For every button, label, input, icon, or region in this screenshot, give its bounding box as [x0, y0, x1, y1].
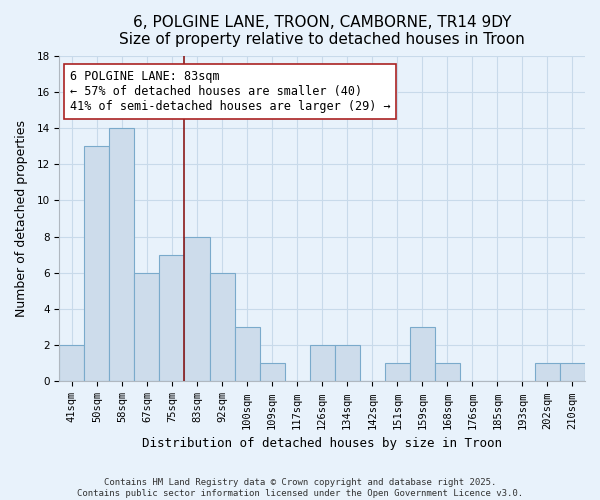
- Text: 6 POLGINE LANE: 83sqm
← 57% of detached houses are smaller (40)
41% of semi-deta: 6 POLGINE LANE: 83sqm ← 57% of detached …: [70, 70, 391, 113]
- Bar: [85, 146, 109, 382]
- Bar: [235, 327, 260, 382]
- Bar: [560, 364, 585, 382]
- Bar: [385, 364, 410, 382]
- Text: Contains HM Land Registry data © Crown copyright and database right 2025.
Contai: Contains HM Land Registry data © Crown c…: [77, 478, 523, 498]
- Bar: [184, 236, 209, 382]
- Bar: [535, 364, 560, 382]
- Bar: [209, 273, 235, 382]
- Bar: [109, 128, 134, 382]
- Bar: [160, 254, 184, 382]
- Bar: [410, 327, 435, 382]
- Bar: [435, 364, 460, 382]
- X-axis label: Distribution of detached houses by size in Troon: Distribution of detached houses by size …: [142, 437, 502, 450]
- Bar: [260, 364, 284, 382]
- Y-axis label: Number of detached properties: Number of detached properties: [15, 120, 28, 317]
- Bar: [59, 345, 85, 382]
- Bar: [134, 273, 160, 382]
- Bar: [310, 345, 335, 382]
- Title: 6, POLGINE LANE, TROON, CAMBORNE, TR14 9DY
Size of property relative to detached: 6, POLGINE LANE, TROON, CAMBORNE, TR14 9…: [119, 15, 525, 48]
- Bar: [335, 345, 360, 382]
